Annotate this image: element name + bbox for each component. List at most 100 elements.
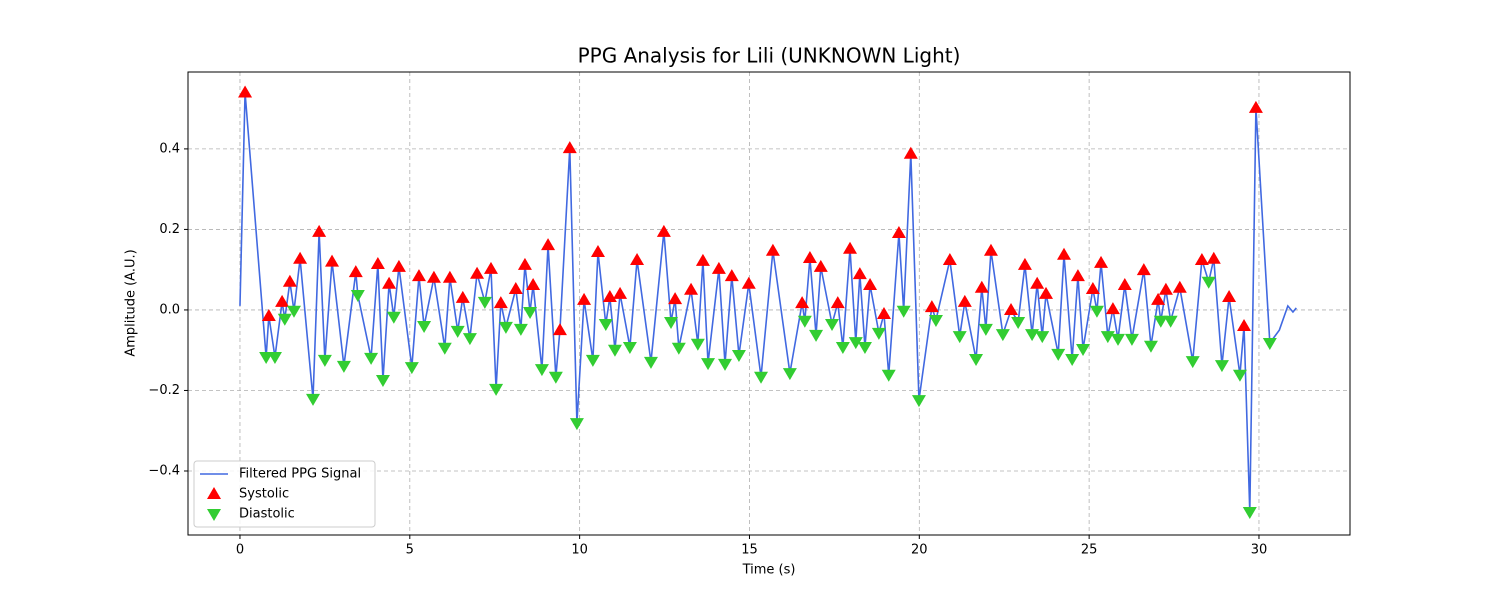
y-tick-label: −0.4 — [148, 463, 180, 478]
peak-marker — [462, 333, 477, 346]
x-tick-label: 0 — [236, 543, 244, 558]
peak-marker — [348, 265, 363, 278]
peak-marker — [835, 341, 850, 354]
peak-marker — [238, 85, 253, 98]
peak-marker — [391, 259, 406, 272]
peak-marker — [731, 350, 746, 363]
peak-marker — [312, 224, 327, 237]
peak-marker — [664, 317, 679, 330]
peak-marker — [1070, 269, 1085, 282]
peak-marker — [852, 267, 867, 280]
peak-marker — [1035, 331, 1050, 344]
peak-marker — [695, 253, 710, 266]
peak-marker — [876, 306, 891, 319]
peak-marker — [903, 146, 918, 159]
peak-marker — [364, 352, 379, 365]
peak-marker — [974, 280, 989, 293]
peak-marker — [277, 313, 292, 326]
peak-marker — [1030, 276, 1045, 289]
peak-marker — [523, 306, 538, 319]
peak-marker — [370, 257, 385, 270]
peak-marker — [577, 292, 592, 305]
peak-marker — [598, 319, 613, 332]
peak-marker — [1153, 315, 1168, 328]
peak-marker — [782, 368, 797, 381]
peak-marker — [1214, 360, 1229, 373]
legend-label: Filtered PPG Signal — [239, 467, 361, 482]
peak-marker — [724, 269, 739, 282]
peak-marker — [1076, 343, 1091, 356]
legend-label: Systolic — [239, 487, 289, 502]
peak-marker — [1117, 277, 1132, 290]
peak-marker — [928, 315, 943, 328]
peak-marker — [613, 286, 628, 299]
peak-marker — [978, 323, 993, 336]
peak-marker — [765, 243, 780, 256]
peak-marker — [942, 253, 957, 266]
peak-marker — [483, 261, 498, 274]
peak-marker — [282, 274, 297, 287]
peak-marker — [1158, 282, 1173, 295]
peak-marker — [754, 371, 769, 384]
peak-marker — [493, 296, 508, 309]
peak-marker — [513, 323, 528, 336]
y-tick-label: 0.4 — [159, 141, 180, 156]
peak-marker — [437, 342, 452, 355]
peak-marker — [375, 374, 390, 387]
peak-marker — [911, 395, 926, 408]
peak-marker — [952, 331, 967, 344]
peak-marker — [1237, 319, 1252, 332]
y-tick-label: 0.0 — [159, 302, 180, 317]
peak-marker — [607, 344, 622, 357]
peak-marker — [891, 226, 906, 239]
peak-marker — [1038, 286, 1053, 299]
peak-marker — [470, 266, 485, 279]
peak-marker — [1057, 247, 1072, 260]
peak-marker — [668, 292, 683, 305]
peak-marker — [684, 282, 699, 295]
legend-box — [193, 460, 376, 528]
x-tick-label: 20 — [911, 543, 928, 558]
peak-marker — [1206, 251, 1221, 264]
peak-marker — [293, 251, 308, 264]
plot-frame — [187, 71, 1351, 536]
peak-marker — [843, 241, 858, 254]
peak-marker — [442, 270, 457, 283]
peak-marker — [1025, 329, 1040, 342]
peak-marker — [1100, 331, 1115, 344]
peak-marker — [426, 270, 441, 283]
peak-marker — [275, 294, 290, 307]
peak-marker — [671, 342, 686, 355]
peak-marker — [830, 296, 845, 309]
peak-marker — [995, 329, 1010, 342]
peak-marker — [386, 311, 401, 324]
peak-marker — [1017, 257, 1032, 270]
peak-marker — [809, 329, 824, 342]
y-tick-label: −0.2 — [148, 383, 180, 398]
peak-marker — [1011, 317, 1026, 330]
peak-marker — [477, 296, 492, 309]
peak-marker — [656, 224, 671, 237]
peak-marker — [813, 259, 828, 272]
peak-marker — [1248, 100, 1263, 113]
x-tick-label: 15 — [741, 543, 758, 558]
peak-marker — [1105, 302, 1120, 315]
peak-marker — [526, 277, 541, 290]
peak-marker — [562, 141, 577, 154]
peak-marker — [317, 354, 332, 367]
peak-marker — [1143, 340, 1158, 353]
legend-marker — [207, 487, 221, 499]
peak-marker — [711, 261, 726, 274]
peak-marker — [1194, 253, 1209, 266]
peak-marker — [267, 352, 282, 365]
peak-marker — [569, 418, 584, 431]
peak-marker — [1051, 348, 1066, 361]
peak-marker — [455, 290, 470, 303]
peak-marker — [417, 321, 432, 334]
peak-marker — [795, 296, 810, 309]
peak-marker — [1004, 302, 1019, 315]
peak-marker — [896, 305, 911, 318]
chart-title: PPG Analysis for Lili (UNKNOWN Light) — [578, 44, 961, 68]
x-axis-label: Time (s) — [742, 563, 796, 578]
